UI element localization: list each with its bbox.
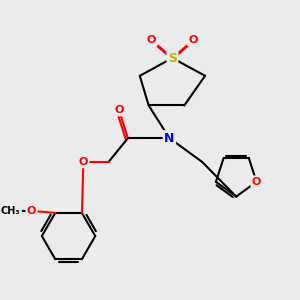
- Text: O: O: [147, 35, 156, 45]
- Text: N: N: [164, 132, 175, 145]
- Text: CH₃: CH₃: [1, 206, 20, 216]
- Text: O: O: [252, 177, 261, 187]
- Text: O: O: [114, 105, 124, 115]
- Text: S: S: [168, 52, 177, 64]
- Text: O: O: [27, 206, 36, 216]
- Text: O: O: [79, 157, 88, 167]
- Text: O: O: [188, 35, 198, 45]
